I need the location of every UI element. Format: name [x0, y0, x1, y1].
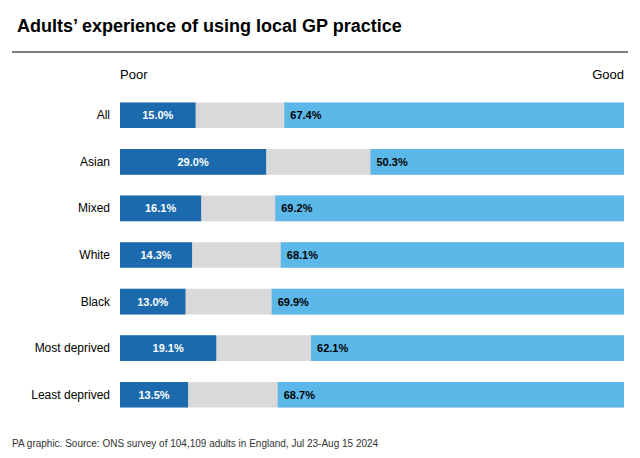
svg-text:Adults’ experience of using lo: Adults’ experience of using local GP pra… [17, 16, 402, 36]
svg-text:All: All [97, 108, 110, 122]
svg-text:67.4%: 67.4% [290, 109, 321, 121]
svg-text:PA graphic. Source: ONS survey: PA graphic. Source: ONS survey of 104,10… [12, 438, 379, 449]
svg-text:13.5%: 13.5% [138, 389, 169, 401]
svg-text:19.1%: 19.1% [153, 342, 184, 354]
svg-text:Most deprived: Most deprived [35, 341, 110, 355]
svg-text:Good: Good [592, 67, 624, 82]
svg-text:14.3%: 14.3% [140, 249, 171, 261]
svg-text:62.1%: 62.1% [317, 342, 348, 354]
svg-text:69.2%: 69.2% [281, 202, 312, 214]
svg-text:29.0%: 29.0% [177, 156, 208, 168]
svg-text:Mixed: Mixed [78, 201, 110, 215]
svg-text:Poor: Poor [120, 67, 148, 82]
svg-text:50.3%: 50.3% [376, 156, 407, 168]
svg-text:69.9%: 69.9% [278, 296, 309, 308]
svg-text:15.0%: 15.0% [142, 109, 173, 121]
svg-text:68.1%: 68.1% [287, 249, 318, 261]
svg-text:16.1%: 16.1% [145, 202, 176, 214]
svg-text:68.7%: 68.7% [284, 389, 315, 401]
svg-text:Asian: Asian [80, 155, 110, 169]
svg-text:13.0%: 13.0% [137, 296, 168, 308]
svg-text:Least deprived: Least deprived [31, 388, 110, 402]
svg-text:Black: Black [81, 295, 111, 309]
svg-text:White: White [79, 248, 110, 262]
